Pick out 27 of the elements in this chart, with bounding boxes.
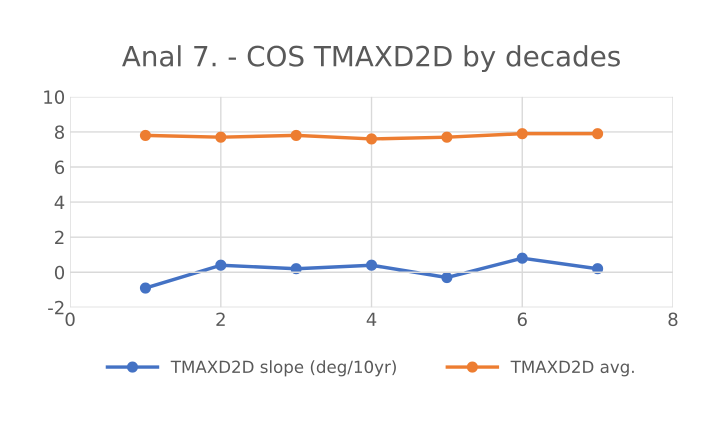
point [366,260,378,271]
point [516,128,528,140]
y-tick-label: 6 [55,160,64,174]
y-tick-label: 2 [55,230,64,244]
y-tick-label: 0 [54,266,64,280]
point [441,132,452,143]
y-tick-label: -2 [48,300,64,314]
x-tick-label: 8 [668,312,678,326]
y-tick-label: 8 [54,125,64,140]
y-tick-label: 10 [44,90,64,104]
x-tick-label: 6 [518,312,527,326]
point [140,282,152,294]
point [290,130,302,141]
point [516,252,528,264]
point [215,132,226,143]
point [441,272,452,284]
y-tick-label: 4 [54,196,64,209]
legend-label: TMAXD2D avg. [510,360,634,376]
point [215,260,226,271]
x-tick-label: 0 [66,312,75,326]
x-tick-label: 2 [216,312,225,326]
x-tick-label: 4 [366,312,376,326]
chart-title: Anal 7. - COS TMAXD2D by decades [122,45,620,72]
point [366,133,378,144]
point [140,130,152,141]
point [592,128,604,140]
legend-label: TMAXD2D slope (deg/10yr) [170,360,396,376]
